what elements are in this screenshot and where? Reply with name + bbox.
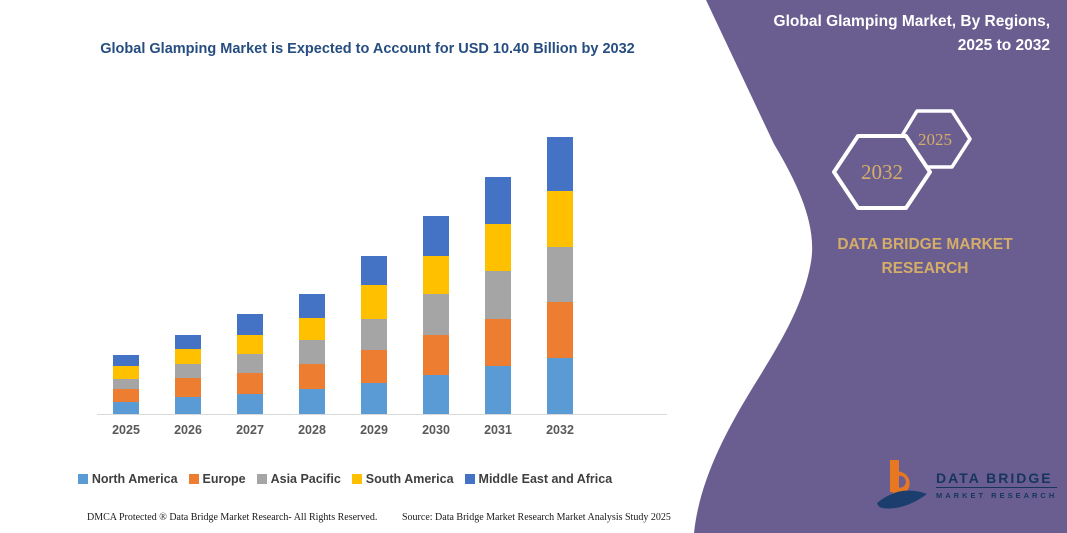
legend-swatch-middle-east-and-africa: [464, 474, 475, 484]
legend-swatch-north-america: [77, 474, 88, 484]
x-axis-label-2031: 2031: [484, 423, 512, 437]
bar-segment-north-america: [485, 365, 511, 414]
stacked-bar-2026: [175, 334, 201, 414]
bar-segment-south-america: [485, 224, 511, 272]
plot-area: [95, 130, 591, 414]
bar-segment-middle-east-and-africa: [361, 255, 387, 285]
x-axis-label-2026: 2026: [174, 423, 202, 437]
x-axis-label-2028: 2028: [298, 423, 326, 437]
bar-segment-south-america: [237, 335, 263, 355]
bar-segment-south-america: [547, 191, 573, 247]
legend-label-south-america: South America: [365, 472, 454, 486]
x-axis-label-2030: 2030: [422, 423, 450, 437]
bar-segment-asia-pacific: [299, 340, 325, 365]
bar-segment-middle-east-and-africa: [113, 354, 139, 367]
stacked-bar-2025: [113, 354, 139, 414]
chart-title: Global Glamping Market is Expected to Ac…: [100, 41, 635, 57]
bar-segment-europe: [361, 349, 387, 383]
bar-segment-middle-east-and-africa: [175, 334, 201, 350]
bar-segment-middle-east-and-africa: [485, 176, 511, 225]
stacked-bar-2030: [423, 215, 449, 414]
brand-text: DATA BRIDGE MARKET RESEARCH: [837, 236, 1013, 278]
bar-segment-asia-pacific: [175, 364, 201, 379]
bar-segment-middle-east-and-africa: [547, 136, 573, 192]
x-axis-label-2025: 2025: [112, 423, 140, 437]
logo-tagline: MARKET RESEARCH: [936, 491, 1058, 500]
legend-swatch-south-america: [351, 474, 362, 484]
bar-segment-south-america: [361, 284, 387, 319]
bar-segment-europe: [299, 364, 325, 390]
bar-segment-south-america: [423, 255, 449, 294]
bar-segment-asia-pacific: [423, 293, 449, 336]
logo-b-bowl: [892, 471, 910, 496]
bar-segment-europe: [175, 378, 201, 397]
stacked-bar-2031: [485, 176, 511, 414]
legend-label-middle-east-and-africa: Middle East and Africa: [478, 472, 613, 486]
hexagon-2032-label: 2032: [861, 160, 903, 184]
hexagon-2025-label: 2025: [918, 130, 952, 149]
footer-source-text: Source: Data Bridge Market Research Mark…: [402, 512, 671, 523]
bar-segment-europe: [113, 389, 139, 402]
legend-swatch-europe: [188, 474, 199, 484]
data-bridge-logo-icon: [877, 460, 927, 509]
bar-segment-north-america: [361, 382, 387, 414]
bar-segment-north-america: [547, 358, 573, 414]
bar-segment-asia-pacific: [237, 354, 263, 374]
bar-segment-europe: [423, 335, 449, 376]
bar-segment-south-america: [299, 317, 325, 341]
bar-segment-south-america: [113, 366, 139, 379]
bar-segment-asia-pacific: [485, 271, 511, 320]
x-axis-labels: 2025 2026 2027 2028 2029 2030 2031 2032: [95, 423, 591, 437]
stacked-bar-2032: [547, 136, 573, 414]
bar-segment-europe: [547, 301, 573, 359]
bar-segment-middle-east-and-africa: [423, 215, 449, 256]
bar-segment-north-america: [113, 401, 139, 414]
footer-dmca-text: DMCA Protected ® Data Bridge Market Rese…: [87, 512, 378, 523]
bar-segment-asia-pacific: [547, 246, 573, 302]
chart-legend: North America Europe Asia Pacific South Ame…: [0, 472, 690, 486]
bar-segment-north-america: [299, 389, 325, 414]
legend-item-north-america: North America: [77, 472, 178, 486]
stacked-bar-2029: [361, 255, 387, 414]
bar-segment-asia-pacific: [113, 378, 139, 390]
legend-label-asia-pacific: Asia Pacific: [270, 472, 341, 486]
legend-label-north-america: North America: [91, 472, 178, 486]
x-axis-label-2032: 2032: [546, 423, 574, 437]
legend-item-europe: Europe: [188, 472, 246, 486]
bar-segment-north-america: [237, 394, 263, 414]
purple-swoosh: [694, 0, 1067, 533]
logo-swoosh: [877, 490, 927, 509]
legend-swatch-asia-pacific: [256, 474, 267, 484]
legend-item-asia-pacific: Asia Pacific: [256, 472, 341, 486]
legend-label-europe: Europe: [202, 472, 246, 486]
logo-wordmark: DATA BRIDGE: [936, 470, 1058, 488]
panel-title: Global Glamping Market, By Regions, 2025…: [773, 13, 1050, 55]
x-axis-line: [97, 414, 667, 415]
x-axis-label-2029: 2029: [360, 423, 388, 437]
bar-segment-middle-east-and-africa: [299, 293, 325, 318]
legend-item-middle-east-and-africa: Middle East and Africa: [464, 472, 613, 486]
bar-segment-south-america: [175, 349, 201, 365]
legend-item-south-america: South America: [351, 472, 454, 486]
bar-segment-europe: [237, 373, 263, 394]
bar-segment-europe: [485, 319, 511, 366]
hexagon-2032: [832, 134, 932, 210]
bar-segment-asia-pacific: [361, 318, 387, 350]
bar-segment-north-america: [423, 375, 449, 414]
data-bridge-logo: DATA BRIDGE MARKET RESEARCH: [876, 458, 1058, 512]
logo-b-stem: [890, 460, 899, 492]
bar-segment-middle-east-and-africa: [237, 314, 263, 336]
stacked-bar-2028: [299, 293, 325, 414]
bar-segment-north-america: [175, 396, 201, 414]
x-axis-label-2027: 2027: [236, 423, 264, 437]
stacked-bar-2027: [237, 314, 263, 414]
hexagon-2032-outline: [832, 134, 932, 210]
logo-text: DATA BRIDGE MARKET RESEARCH: [936, 470, 1058, 500]
